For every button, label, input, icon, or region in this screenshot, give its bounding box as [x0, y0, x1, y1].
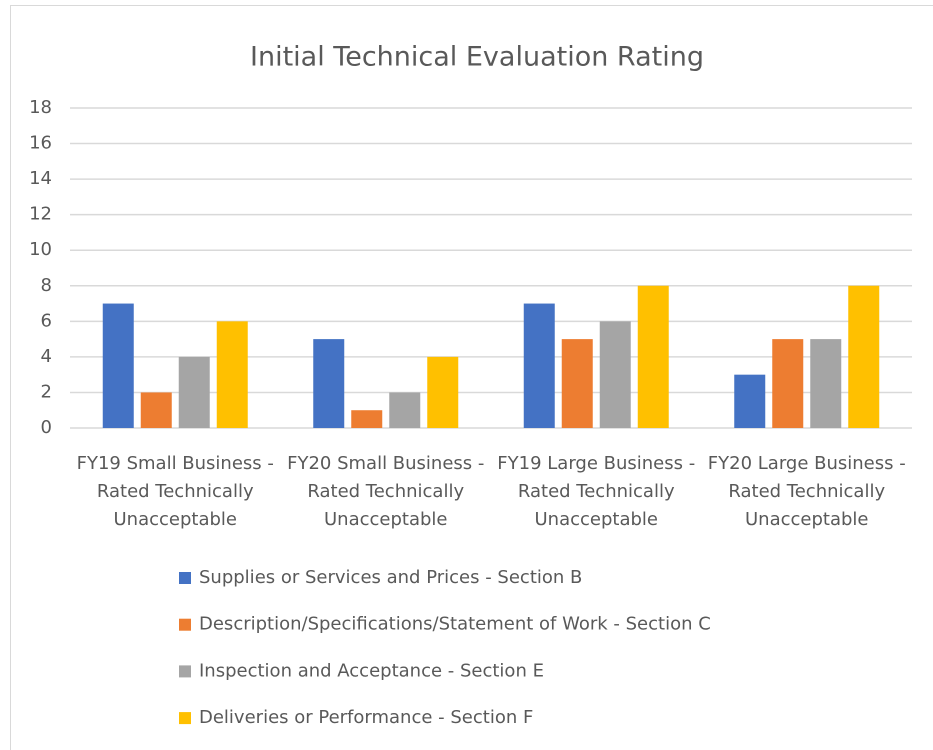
bar — [523, 303, 555, 428]
x-tick-label: FY19 Small Business - Rated Technically … — [76, 453, 274, 530]
bar — [351, 410, 383, 428]
bar — [599, 321, 631, 428]
bar — [389, 392, 421, 428]
y-tick-label: 10 — [29, 239, 52, 260]
bar — [561, 339, 593, 428]
legend-label: Inspection and Acceptance - Section E — [199, 660, 544, 681]
legend-label: Supplies or Services and Prices - Sectio… — [199, 567, 582, 588]
y-tick-label: 4 — [41, 346, 52, 367]
x-tick-label: FY20 Large Business - Rated Technically … — [707, 453, 906, 530]
bar — [637, 285, 669, 428]
x-tick-label: FY20 Small Business - Rated Technically … — [287, 453, 485, 530]
y-tick-label: 18 — [29, 97, 52, 118]
y-tick-label: 14 — [29, 168, 52, 189]
legend-swatch — [179, 618, 191, 631]
legend-swatch — [179, 712, 191, 725]
legend-swatch — [179, 572, 191, 584]
bar — [734, 374, 766, 428]
y-tick-label: 12 — [29, 204, 52, 225]
legend-label: Deliveries or Performance - Section F — [199, 707, 533, 728]
bar — [216, 321, 248, 428]
chart-title: Initial Technical Evaluation Rating — [250, 42, 704, 73]
y-tick-label: 16 — [29, 133, 52, 154]
legend-swatch — [179, 665, 191, 678]
y-tick-label: 6 — [41, 310, 52, 331]
legend-label: Description/Specifications/Statement of … — [199, 614, 711, 635]
bar — [772, 339, 804, 428]
x-tick-label: FY19 Large Business - Rated Technically … — [497, 453, 696, 530]
y-tick-label: 8 — [41, 275, 52, 296]
bar — [427, 356, 459, 428]
bar — [178, 356, 210, 428]
bar — [848, 285, 880, 428]
y-tick-label: 0 — [41, 417, 52, 438]
bar — [810, 339, 842, 428]
bar — [140, 392, 172, 428]
bar — [313, 339, 345, 428]
bar — [102, 303, 134, 428]
y-tick-label: 2 — [41, 381, 52, 402]
